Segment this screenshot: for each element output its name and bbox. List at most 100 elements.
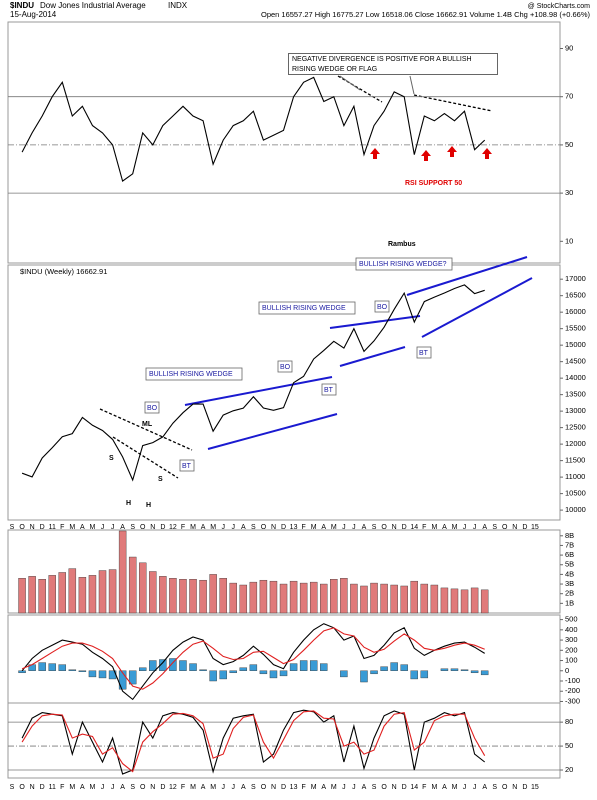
annotation: H	[126, 500, 131, 507]
trend-line	[421, 277, 533, 338]
bar	[380, 666, 388, 671]
x-tick-label: 13	[290, 784, 298, 791]
bar	[209, 574, 217, 614]
x-tick-label: M	[210, 784, 216, 791]
y-tick-label: 4B	[565, 569, 574, 578]
arrows	[370, 146, 492, 161]
x-tick-label: M	[452, 524, 458, 531]
bar	[370, 582, 378, 614]
bar	[400, 664, 408, 671]
series-line	[21, 710, 486, 773]
y-tick-label: 13500	[565, 390, 586, 399]
x-tick-label: J	[463, 784, 467, 791]
bar	[139, 667, 147, 671]
label-box	[321, 383, 337, 396]
x-tick-label: D	[522, 784, 527, 791]
bar	[98, 670, 107, 679]
label-box	[258, 301, 356, 315]
annotation: BULLISH RISING WEDGE?	[359, 261, 447, 268]
annotation: BO	[377, 304, 388, 311]
trend-line	[406, 256, 528, 296]
trend-line	[207, 413, 338, 450]
arrow	[482, 148, 492, 159]
bar	[249, 581, 258, 614]
bar	[179, 660, 187, 671]
bar	[58, 572, 67, 614]
bar	[78, 577, 87, 614]
date: 15-Aug-2014	[10, 10, 57, 19]
bar	[199, 579, 207, 614]
x-tick-label: S	[251, 784, 256, 791]
arrow	[447, 146, 457, 157]
y-tick-label: 12500	[565, 423, 586, 432]
x-tick-label: A	[241, 524, 246, 531]
x-tick-label: M	[431, 524, 437, 531]
bar	[279, 583, 288, 614]
annotation: S	[109, 455, 114, 462]
bar	[229, 582, 237, 614]
x-tick-label: 12	[169, 524, 177, 531]
x-tick-label: N	[150, 784, 155, 791]
bar	[420, 670, 429, 679]
bar	[470, 587, 479, 614]
bar	[390, 662, 398, 671]
y-tick-label: 50	[565, 140, 573, 149]
x-tick-label: S	[130, 524, 135, 531]
symbol: $INDU	[10, 1, 34, 10]
bar	[259, 670, 268, 675]
bar	[440, 587, 449, 614]
x-tick-label: M	[210, 524, 216, 531]
y-tick-label: 17000	[565, 274, 586, 283]
x-tick-label: J	[352, 784, 356, 791]
x-tick-label: M	[190, 784, 196, 791]
x-tick-label: S	[10, 524, 15, 531]
bar	[68, 568, 77, 614]
annotation: BT	[324, 387, 334, 394]
bar	[320, 663, 328, 671]
bar	[340, 670, 348, 678]
y-tick-label: 0	[565, 666, 569, 675]
bar	[259, 579, 268, 614]
y-tick-label: 80	[565, 717, 573, 726]
bar	[450, 668, 459, 671]
neckline	[112, 436, 179, 479]
bar	[18, 578, 26, 614]
x-tick-label: O	[261, 524, 267, 531]
y-tick-label: 20	[565, 765, 573, 774]
bar	[128, 556, 137, 614]
x-tick-label: A	[321, 524, 326, 531]
x-tick-label: J	[101, 784, 105, 791]
x-tick-label: J	[352, 524, 356, 531]
bar	[380, 583, 388, 614]
name: Dow Jones Industrial Average	[40, 1, 146, 10]
bar	[88, 670, 97, 678]
bar	[350, 583, 358, 614]
bar	[410, 670, 418, 680]
x-tick-label: D	[402, 524, 407, 531]
y-tick-label: 300	[565, 635, 578, 644]
y-tick-label: 16500	[565, 291, 586, 300]
y-tick-label: 90	[565, 43, 573, 52]
annotation: BT	[419, 350, 429, 357]
bar	[189, 579, 197, 614]
bar	[279, 670, 288, 677]
x-tick-label: O	[502, 524, 508, 531]
x-tick-label: 11	[49, 784, 56, 791]
x-tick-label: A	[321, 784, 326, 791]
x-tick-label: J	[473, 784, 477, 791]
x-tick-label: 12	[169, 784, 177, 791]
x-tick-label: M	[190, 524, 196, 531]
y-tick-label: 11500	[565, 456, 585, 465]
y-tick-label: 11000	[565, 472, 585, 481]
quote: Open 16557.27 High 16775.27 Low 16518.06…	[261, 10, 591, 19]
x-tick-label: A	[120, 524, 125, 531]
x-tick-label: 13	[290, 524, 298, 531]
divergence-line	[413, 94, 493, 112]
exchange: INDX	[168, 1, 188, 10]
bar	[48, 663, 56, 671]
x-tick-label: N	[271, 524, 276, 531]
x-tick-label: F	[181, 524, 185, 531]
x-tick-label: 15	[531, 784, 539, 791]
x-tick-label: J	[101, 524, 105, 531]
